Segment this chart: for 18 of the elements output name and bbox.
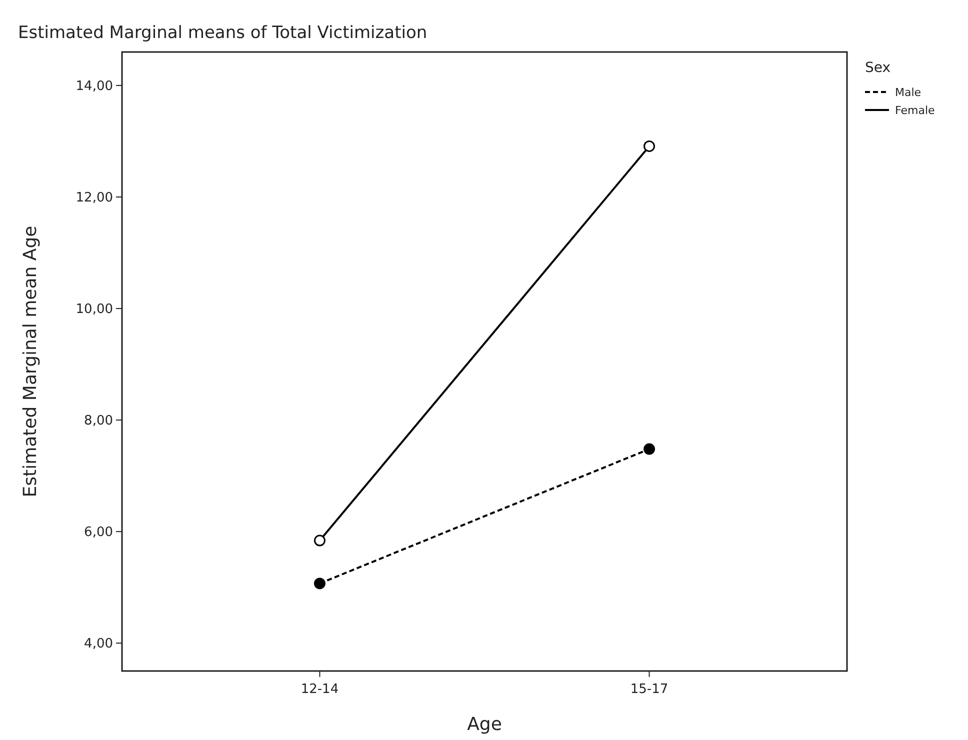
chart-title: Estimated Marginal means of Total Victimization <box>18 23 428 43</box>
y-tick-label: 10,00 <box>76 302 113 318</box>
legend-label: Male <box>895 86 922 99</box>
point <box>644 443 656 455</box>
y-tick-label: 8,00 <box>84 414 113 429</box>
legend-title: Sex <box>865 60 891 76</box>
x-tick-label: 12-14 <box>300 682 339 697</box>
point <box>644 140 656 152</box>
y-axis-title: Estimated Marginal mean Age <box>20 226 41 498</box>
x-axis-title: Age <box>467 714 502 735</box>
y-tick-label: 6,00 <box>84 525 113 540</box>
y-tick-label: 14,00 <box>76 79 113 94</box>
point <box>314 578 326 590</box>
point <box>314 534 326 546</box>
y-tick-label: 12,00 <box>76 190 113 206</box>
y-tick-label: 4,00 <box>84 636 113 652</box>
legend-label: Female <box>895 104 936 117</box>
x-tick-label: 15-17 <box>630 682 668 697</box>
